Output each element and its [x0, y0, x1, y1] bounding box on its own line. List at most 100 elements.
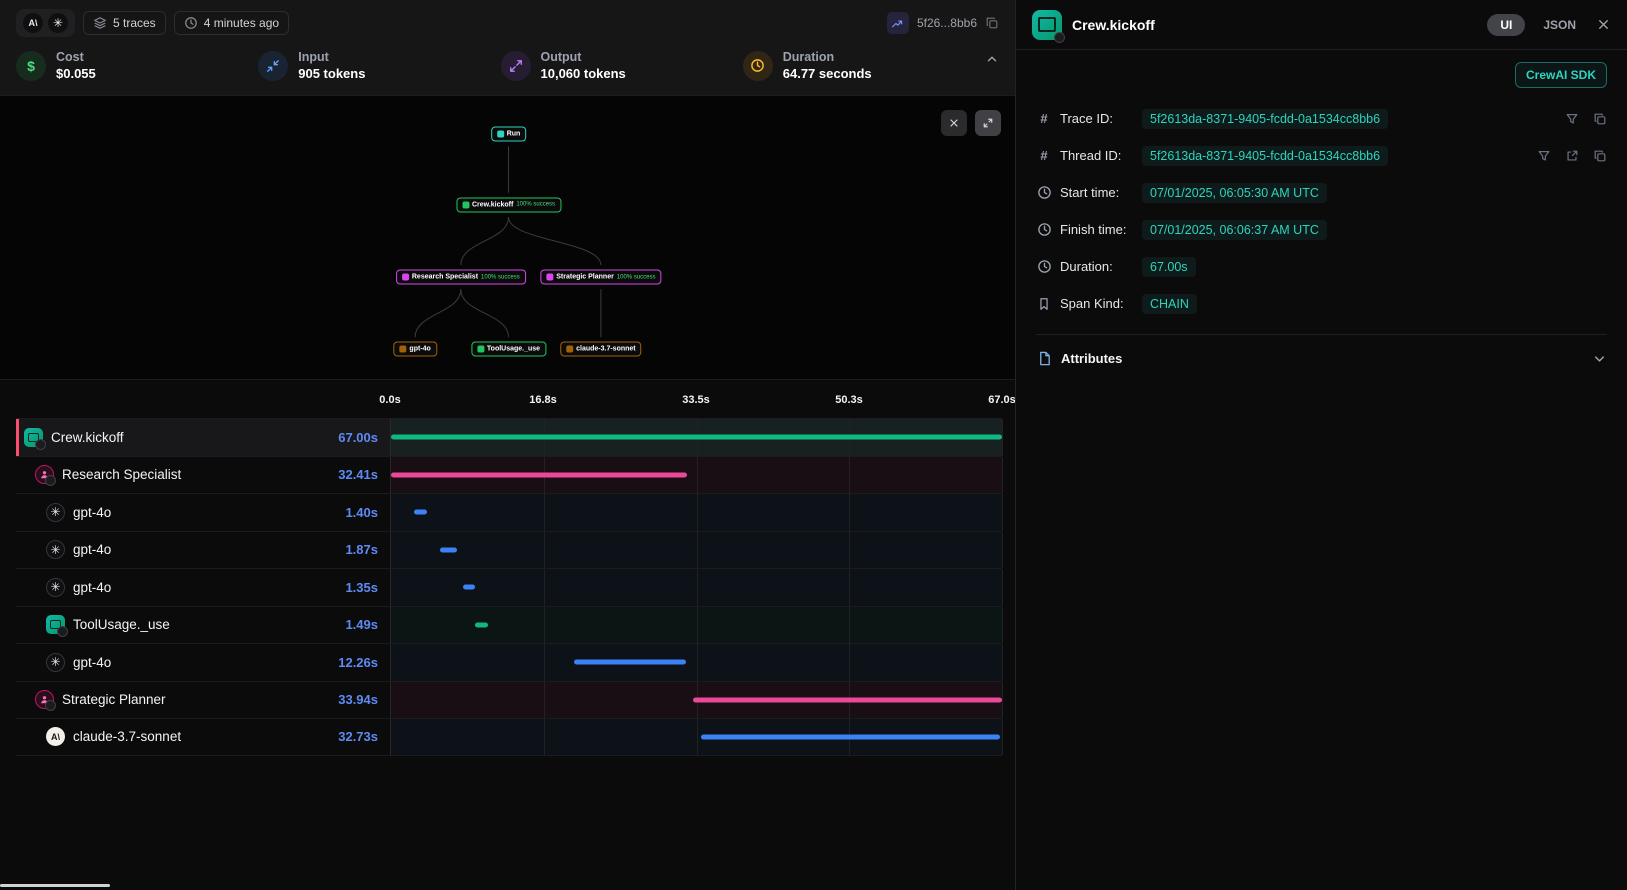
field-row-span-kind: Span Kind: CHAIN — [1036, 285, 1607, 322]
span-duration: 67.00s — [338, 429, 378, 445]
graph-node-research-specialist[interactable]: Research Specialist 100% success — [395, 269, 526, 285]
field-value[interactable]: CHAIN — [1142, 293, 1197, 314]
axis-tick: 0.0s — [379, 394, 401, 406]
field-value[interactable]: 67.00s — [1142, 256, 1196, 277]
node-icon — [401, 273, 409, 281]
gridline — [849, 494, 851, 531]
node-label: Run — [506, 130, 521, 138]
trend-chart-icon[interactable] — [886, 12, 909, 34]
duration-bar[interactable] — [474, 622, 489, 628]
input-tokens-icon — [258, 50, 289, 81]
timeline-track — [390, 456, 1003, 493]
copy-icon[interactable] — [1593, 112, 1607, 126]
details-panel: Crew.kickoff UI JSON CrewAI SDK # Trace I… — [1015, 0, 1627, 890]
gridline — [696, 456, 698, 493]
copy-icon[interactable] — [985, 16, 999, 30]
field-value[interactable]: 07/01/2025, 06:05:30 AM UTC — [1142, 182, 1327, 203]
field-label: Start time: — [1060, 185, 1120, 200]
field-row-duration: Duration: 67.00s — [1036, 248, 1607, 285]
stat-label: Output — [540, 50, 582, 64]
timeline-row-research-specialist[interactable]: Research Specialist 32.41s — [16, 455, 1003, 493]
duration-bar[interactable] — [692, 697, 1003, 703]
field-label: Trace ID: — [1060, 111, 1113, 126]
filter-icon[interactable] — [1565, 112, 1579, 126]
field-actions — [1565, 112, 1607, 126]
timeline: 0.0s 16.8s 33.5s 50.3s 67.0s Crew.kickoff 67.… — [0, 380, 1015, 756]
trace-graph[interactable]: Run Crew.kickoff 100% success Research Spec… — [0, 95, 1015, 380]
row-label-cell: ✳ gpt-4o 1.40s — [16, 494, 390, 531]
node-icon — [399, 345, 407, 353]
timeline-row-claude-3-7-sonnet[interactable]: A\ claude-3.7-sonnet 32.73s — [16, 718, 1003, 756]
chevron-down-icon[interactable] — [1592, 351, 1607, 366]
openai-logo-icon: ✳ — [48, 13, 68, 33]
graph-node-run[interactable]: Run — [490, 126, 527, 142]
node-badge: 100% success — [516, 201, 556, 208]
attributes-label: Attributes — [1061, 351, 1123, 366]
graph-node-crew-kickoff[interactable]: Crew.kickoff 100% success — [455, 197, 562, 213]
span-name: gpt-4o — [73, 542, 112, 558]
close-panel-icon[interactable] — [1596, 17, 1611, 32]
graph-node-toolusage-use[interactable]: ToolUsage._use — [470, 341, 547, 357]
external-link-icon[interactable] — [1565, 149, 1579, 163]
field-actions — [1537, 149, 1607, 163]
graph-node-claude-3-7-sonnet[interactable]: claude-3.7-sonnet — [560, 341, 642, 357]
close-graph-button[interactable] — [941, 110, 967, 136]
field-value[interactable]: 5f2613da-8371-9405-fcdd-0a1534cc8bb6 — [1142, 108, 1389, 129]
gridline — [1002, 531, 1003, 568]
gridline — [543, 606, 545, 643]
openai-icon: ✳ — [46, 540, 65, 560]
attributes-section[interactable]: Attributes — [1036, 334, 1607, 372]
field-value[interactable]: 5f2613da-8371-9405-fcdd-0a1534cc8bb6 — [1142, 145, 1389, 166]
row-label-cell: Strategic Planner 33.94s — [16, 682, 390, 719]
node-label: gpt-4o — [409, 345, 431, 353]
trace-topbar: A\ ✳ 5 traces 4 minutes ago 5f26...8bb6 — [0, 0, 1015, 46]
graph-nodes: Run Crew.kickoff 100% success Research Spec… — [0, 96, 1015, 379]
expand-graph-button[interactable] — [975, 110, 1001, 136]
row-label-cell: A\ claude-3.7-sonnet 32.73s — [16, 719, 390, 755]
duration-bar[interactable] — [391, 434, 1002, 440]
collapse-chevron-icon[interactable] — [985, 52, 999, 66]
copy-icon[interactable] — [1593, 149, 1607, 163]
axis-tick: 50.3s — [835, 394, 863, 406]
timeline-row-strategic-planner[interactable]: Strategic Planner 33.94s — [16, 680, 1003, 719]
timeline-track — [390, 606, 1003, 643]
duration-bar[interactable] — [701, 734, 1000, 740]
gridline — [543, 681, 545, 718]
tab-ui[interactable]: UI — [1487, 13, 1526, 36]
time-ago-badge: 4 minutes ago — [173, 11, 290, 35]
openai-icon: ✳ — [46, 577, 65, 597]
timeline-row-gpt-4o[interactable]: ✳ gpt-4o 12.26s — [16, 643, 1003, 681]
graph-node-strategic-planner[interactable]: Strategic Planner 100% success — [540, 269, 662, 285]
traces-count-badge[interactable]: 5 traces — [83, 11, 166, 35]
timeline-row-gpt-4o[interactable]: ✳ gpt-4o 1.87s — [16, 530, 1003, 568]
duration-bar[interactable] — [413, 509, 427, 515]
duration-bar[interactable] — [391, 472, 687, 478]
node-badge: 100% success — [616, 274, 656, 281]
graph-node-gpt-4o[interactable]: gpt-4o — [393, 341, 437, 357]
span-duration: 1.49s — [345, 617, 378, 633]
timeline-row-toolusage-use[interactable]: ToolUsage._use 1.49s — [16, 605, 1003, 643]
span-duration: 1.87s — [345, 542, 378, 558]
timeline-row-gpt-4o[interactable]: ✳ gpt-4o 1.35s — [16, 568, 1003, 606]
horizontal-scrollbar[interactable] — [0, 884, 110, 887]
timeline-row-gpt-4o[interactable]: ✳ gpt-4o 1.40s — [16, 493, 1003, 531]
openai-icon: ✳ — [46, 652, 65, 672]
details-body: CrewAI SDK # Trace ID: 5f2613da-8371-9405-… — [1016, 50, 1627, 384]
timeline-row-crew-kickoff[interactable]: Crew.kickoff 67.00s — [16, 418, 1003, 456]
duration-bar[interactable] — [463, 584, 476, 590]
anthropic-icon: A\ — [46, 727, 65, 747]
stat-label: Duration — [782, 50, 835, 64]
hash-icon: # — [1040, 111, 1048, 126]
duration-bar[interactable] — [574, 659, 687, 665]
filter-icon[interactable] — [1537, 149, 1551, 163]
tab-json[interactable]: JSON — [1543, 17, 1576, 32]
field-list: # Trace ID: 5f2613da-8371-9405-fcdd-0a1534… — [1036, 100, 1607, 322]
gridline — [543, 569, 545, 606]
clock-icon — [184, 16, 198, 30]
timeline-track — [390, 494, 1003, 531]
duration-bar[interactable] — [440, 547, 458, 553]
span-name: claude-3.7-sonnet — [73, 729, 182, 745]
gridline — [1002, 456, 1003, 493]
stat-value: 10,060 tokens — [540, 66, 626, 81]
field-value[interactable]: 07/01/2025, 06:06:37 AM UTC — [1142, 219, 1327, 240]
